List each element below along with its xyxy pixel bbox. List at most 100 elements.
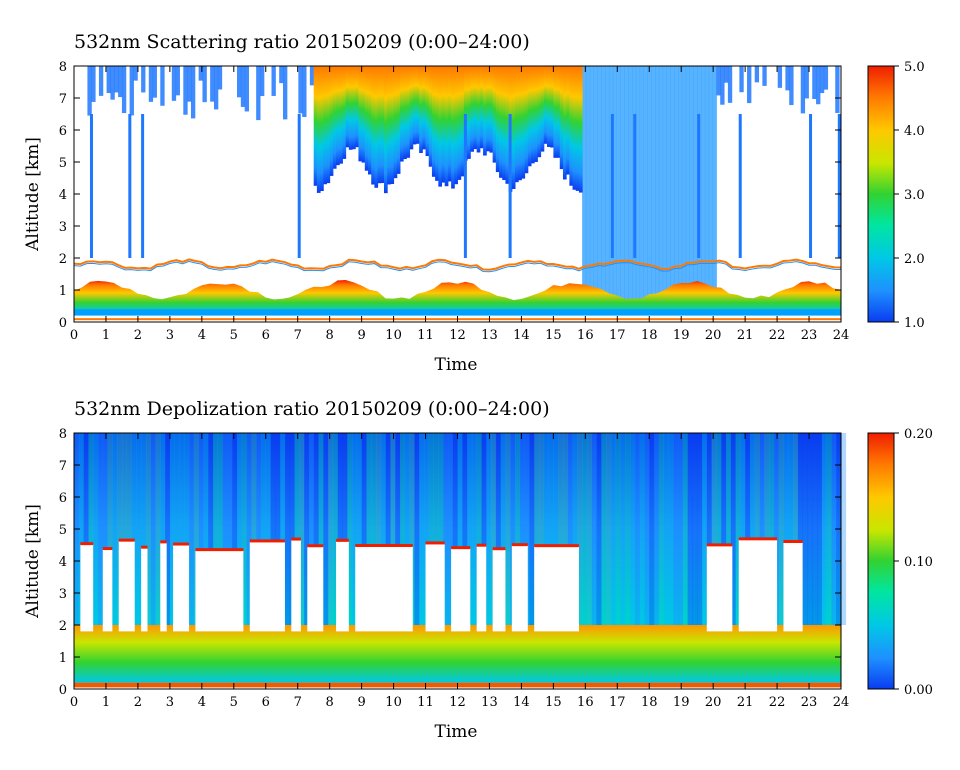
streak — [508, 114, 512, 258]
texture — [764, 433, 770, 625]
texture — [198, 433, 204, 625]
no-data-gap — [80, 544, 94, 632]
texture — [107, 433, 113, 625]
cloud-cell — [460, 66, 465, 177]
texture — [227, 433, 233, 625]
scatter-cell — [271, 66, 276, 96]
cloud-cell — [540, 66, 545, 152]
scatter-cell — [298, 66, 303, 114]
cloud-cell — [518, 66, 522, 181]
cloud-cell — [368, 66, 372, 175]
gap-edge — [336, 538, 349, 542]
texture — [260, 433, 267, 625]
scatter-cell — [674, 66, 679, 303]
texture — [817, 433, 823, 625]
gap-edge — [706, 543, 733, 547]
y-tick-label: 4 — [59, 188, 67, 203]
texture — [93, 433, 99, 625]
x-tick-label: 9 — [357, 328, 365, 343]
scatter-cell — [754, 66, 760, 83]
gap-edge — [118, 538, 135, 542]
colorbar-ticks: 0.00 0.10 0.20 — [894, 427, 933, 698]
texture — [447, 433, 454, 625]
scatter-cell — [187, 66, 192, 102]
texture — [318, 433, 324, 625]
surface-band — [74, 309, 841, 316]
scatter-cell — [585, 66, 591, 303]
gap-edge — [173, 542, 190, 546]
y-tick-label: 0 — [59, 316, 67, 331]
gap-edge — [492, 547, 506, 551]
texture — [213, 433, 219, 625]
texture — [812, 433, 818, 625]
y-tick-label: 6 — [59, 124, 67, 139]
x-tick-label: 0 — [70, 328, 78, 343]
x-tick-label: 13 — [481, 328, 498, 343]
texture — [625, 433, 631, 625]
texture — [529, 433, 535, 625]
cloud-cell — [313, 66, 318, 186]
x-tick-label: 21 — [737, 328, 754, 343]
scatter-cell — [716, 66, 721, 96]
x-tick-label: 20 — [705, 695, 722, 710]
x-tick-label: 6 — [262, 695, 270, 710]
no-data-gap — [307, 546, 324, 632]
cloud-cell — [457, 66, 462, 180]
texture — [145, 433, 151, 625]
scatter-cell — [110, 66, 115, 100]
scatter-cell — [647, 66, 652, 303]
scatter-cell — [800, 66, 806, 114]
cloud-cell — [575, 66, 580, 191]
cloud-cell — [553, 66, 558, 158]
cloud-cell — [393, 66, 398, 179]
scatter-cell — [601, 66, 606, 303]
x-tick-label: 8 — [326, 328, 334, 343]
y-axis-label: Altitude [km] — [23, 504, 43, 619]
streak — [610, 114, 614, 258]
texture — [725, 433, 732, 625]
no-data-gap — [336, 540, 349, 632]
texture — [630, 433, 636, 625]
x-tick-label: 17 — [609, 328, 626, 343]
scatter-cell — [701, 66, 706, 303]
texture — [203, 433, 209, 625]
texture — [543, 433, 549, 625]
colorbar-ticks: 1.0 2.0 3.0 4.0 5.0 — [894, 60, 925, 331]
scatter-cell — [804, 66, 809, 99]
texture — [644, 433, 650, 625]
cloud-cell — [447, 66, 452, 182]
texture — [687, 433, 693, 625]
scatter-cell — [658, 66, 664, 303]
cloud-cell — [316, 66, 321, 193]
cloud-cell — [329, 66, 334, 176]
scatter-cell — [704, 66, 710, 303]
scatter-cell — [712, 66, 717, 303]
cloud-cell — [428, 66, 433, 167]
scatter-cell — [259, 66, 265, 97]
scatter-cell — [693, 66, 698, 303]
cloud-cell — [352, 66, 356, 150]
texture — [174, 433, 180, 625]
texture — [433, 433, 439, 625]
scatter-cell — [244, 66, 249, 112]
layer-top-line — [73, 260, 842, 273]
scatter-cell — [279, 66, 284, 84]
texture — [553, 433, 559, 625]
gap-edge — [80, 542, 94, 546]
scatter-cell — [681, 66, 687, 303]
x-tick-label: 0 — [70, 695, 78, 710]
scatter-cell — [589, 66, 595, 303]
texture — [141, 433, 147, 625]
cloud-cell — [409, 66, 414, 150]
x-axis-label: Time — [435, 355, 478, 375]
cloud-cell — [483, 66, 487, 156]
texture — [572, 433, 578, 625]
texture — [649, 433, 655, 625]
cloud-cell — [339, 66, 343, 164]
texture — [347, 433, 353, 625]
streak — [463, 114, 467, 258]
texture — [548, 433, 554, 625]
heatmap-area — [73, 65, 842, 323]
gap-edge — [249, 539, 285, 543]
texture — [313, 433, 319, 625]
